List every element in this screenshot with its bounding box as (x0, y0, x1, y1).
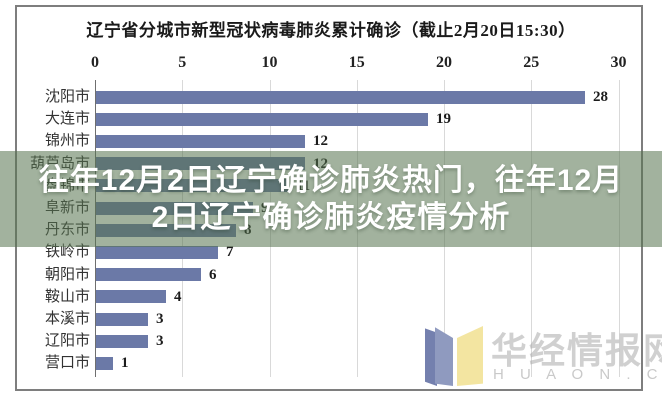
logo-dark-panel (425, 328, 437, 386)
bar (96, 290, 166, 304)
category-label: 铁岭市 (44, 244, 90, 261)
headline-line-1: 往年12月2日辽宁确诊肺炎热门，往年12月 (38, 164, 624, 197)
huaon-logo-icon (425, 326, 483, 386)
bar-value-label: 12 (313, 133, 328, 150)
bar-value-label: 28 (593, 89, 608, 105)
category-label: 鞍山市 (44, 288, 90, 305)
bar (96, 90, 585, 104)
bar (96, 268, 201, 282)
bar (96, 134, 305, 148)
category-label: 锦州市 (44, 133, 90, 150)
bar-value-label: 4 (174, 288, 182, 305)
bar-value-label: 1 (121, 355, 129, 372)
bar-value-label: 6 (209, 266, 217, 283)
logo-yellow-panel (457, 326, 483, 386)
bar (96, 112, 428, 126)
axis-tick-label: 25 (523, 54, 540, 71)
axis-tick-label: 10 (261, 54, 278, 71)
category-label: 辽阳市 (44, 333, 90, 350)
bar (96, 334, 148, 348)
headline-line-2: 2日辽宁确诊肺炎疫情分析 (151, 201, 511, 234)
category-label: 营口市 (44, 355, 90, 372)
category-label: 朝阳市 (44, 266, 90, 283)
bar-value-label: 7 (226, 244, 234, 261)
category-label: 大连市 (44, 111, 90, 128)
watermark-site-domain: H U A O N . C O M (493, 366, 662, 383)
watermark: 华经情报网 H U A O N . C O M (425, 322, 662, 388)
axis-tick-label: 15 (348, 54, 365, 71)
bar-value-label: 19 (436, 111, 451, 128)
axis-tick-label: 5 (178, 54, 187, 71)
bar-value-label: 3 (156, 333, 164, 350)
bar (96, 312, 148, 326)
axis-tick-label: 20 (436, 54, 452, 71)
chart-title: 辽宁省分城市新型冠状病毒肺炎累计确诊（截止2月20日15:30） (86, 21, 576, 40)
category-label: 沈阳市 (44, 89, 90, 105)
axis-tick-label: 0 (91, 54, 99, 71)
watermark-site-name: 华经情报网 (491, 331, 662, 371)
category-label: 本溪市 (44, 311, 90, 327)
bar-value-label: 3 (156, 311, 164, 327)
axis-tick-label: 30 (610, 54, 627, 71)
bar (96, 356, 113, 370)
headline-overlay-band: 往年12月2日辽宁确诊肺炎热门，往年12月 2日辽宁确诊肺炎疫情分析 (0, 151, 662, 247)
logo-blue-panel (435, 327, 453, 386)
bar (96, 245, 218, 259)
